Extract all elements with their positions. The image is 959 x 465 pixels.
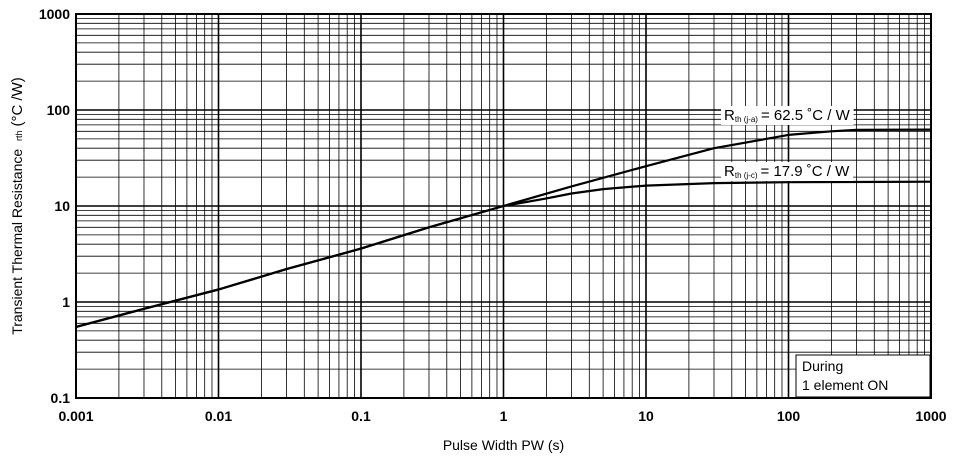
x-axis-title: Pulse Width PW (s)	[443, 437, 564, 453]
x-tick-label: 1	[500, 408, 508, 424]
x-tick-label: 1000	[915, 408, 946, 424]
label-sub: th (j-a)	[735, 115, 758, 124]
plot-frame	[75, 13, 932, 399]
y-tick-label: 10	[54, 198, 70, 214]
note-line-1: During	[802, 358, 843, 374]
y-axis-title-unit: (°C /W)	[9, 77, 26, 126]
y-tick-label: 1	[62, 294, 70, 310]
label-background	[721, 162, 854, 181]
x-tick-label: 10	[638, 408, 654, 424]
label-background	[721, 106, 854, 125]
note-background	[795, 354, 931, 398]
y-axis-title-symbol: rth	[14, 130, 24, 141]
note-line-2: 1 element ON	[802, 377, 888, 393]
label-text: Rth (j-c) = 17.9 ˚C / W	[724, 163, 850, 180]
y-tick-labels: 0.1 1 10 100 1000	[39, 6, 70, 406]
label-value: = 62.5 ˚C / W	[761, 107, 851, 124]
y-tick-label: 0.1	[51, 390, 71, 406]
series-label-junction-ambient: Rth (j-a) = 62.5 ˚C / W	[721, 106, 854, 125]
label-value: = 17.9 ˚C / W	[761, 163, 851, 180]
y-axis-title-main: Transient Thermal Resistance	[9, 149, 25, 335]
y-axis-title: Transient Thermal Resistance rth (°C /W)	[9, 77, 26, 335]
label-main: R	[724, 107, 735, 124]
x-tick-label: 100	[777, 408, 801, 424]
series-line-junction-case	[75, 180, 932, 328]
y-tick-label: 100	[47, 102, 71, 118]
y-tick-label: 1000	[39, 6, 70, 22]
x-tick-labels: 0.001 0.01 0.1 1 10 100 1000	[58, 408, 946, 424]
x-tick-label: 0.1	[351, 408, 371, 424]
x-tick-label: 0.001	[58, 408, 93, 424]
label-main: R	[724, 163, 735, 180]
series-label-junction-case: Rth (j-c) = 17.9 ˚C / W	[721, 162, 854, 181]
label-sub: th (j-c)	[735, 171, 758, 180]
series-layer	[75, 128, 932, 328]
label-text: Rth (j-a) = 62.5 ˚C / W	[724, 107, 851, 124]
condition-note: During 1 element ON	[795, 354, 931, 398]
x-tick-label: 0.01	[205, 408, 232, 424]
